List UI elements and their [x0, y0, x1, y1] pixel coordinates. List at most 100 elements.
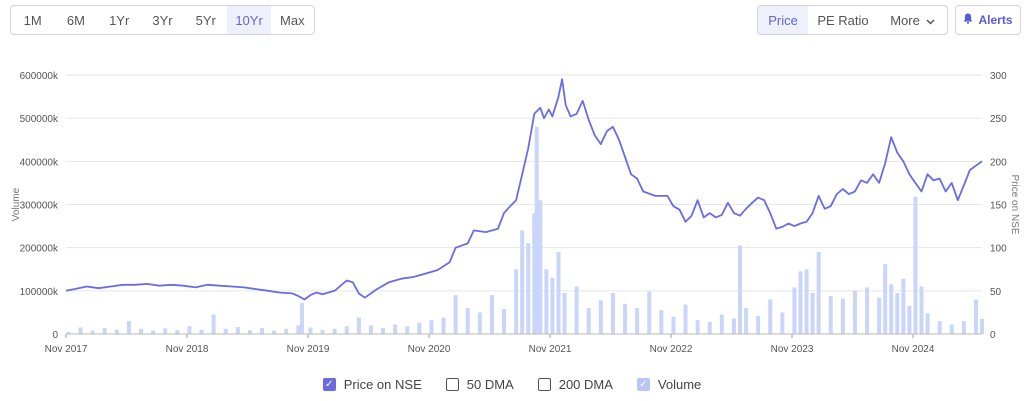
legend-label: 200 DMA [558, 376, 613, 392]
y-left-tick-label: 600000k [20, 71, 59, 82]
checkbox-unchecked-icon [537, 377, 551, 391]
bell-icon [963, 13, 973, 27]
volume-bar [368, 325, 373, 334]
volume-bar [441, 317, 446, 334]
volume-bar [502, 308, 507, 334]
volume-bar [284, 328, 289, 334]
volume-bar [272, 330, 277, 334]
volume-bar [623, 303, 628, 334]
chart-view-selector: Price PE Ratio More [757, 5, 948, 35]
volume-bar [901, 278, 906, 334]
range-button-10yr[interactable]: 10Yr [227, 6, 271, 34]
range-button-5yr[interactable]: 5Yr [195, 12, 216, 28]
volume-bar [320, 330, 325, 334]
volume-bar [852, 290, 857, 334]
range-button-1yr[interactable]: 1Yr [109, 12, 130, 28]
volume-bar [344, 326, 349, 334]
volume-bar [308, 327, 313, 334]
volume-bar [925, 313, 930, 334]
volume-bar [332, 328, 337, 334]
volume-bar [417, 322, 422, 334]
legend-price-on-nse[interactable]: ✓ Price on NSE [322, 374, 422, 394]
y-right-tick-label: 200 [990, 157, 1007, 168]
volume-bar [719, 314, 724, 334]
checkbox-checked-icon: ✓ [322, 377, 336, 391]
price-line [65, 78, 983, 301]
volume-bar [102, 327, 107, 334]
volume-bar [235, 327, 240, 334]
volume-bar [707, 321, 712, 334]
legend-50-dma[interactable]: 50 DMA [445, 374, 514, 394]
chevron-down-icon [926, 13, 935, 28]
y-right-tick-label: 250 [990, 114, 1007, 125]
x-tick-label: Nov 2019 [287, 344, 330, 355]
volume-bar [937, 321, 942, 334]
y-left-tick-label: 400000k [20, 157, 59, 168]
more-dropdown[interactable]: More [878, 6, 947, 34]
x-tick-label: Nov 2022 [650, 344, 693, 355]
price-volume-chart: 0 100000k 200000k 300000k 400000k 500000k 6000… [11, 71, 1020, 355]
x-tick-label: Nov 2020 [408, 344, 451, 355]
chart-legend: ✓ Price on NSE 50 DMA 200 DMA ✓ Volume [0, 374, 1024, 394]
volume-bar [139, 328, 144, 334]
volume-bar [562, 292, 567, 334]
volume-bar [949, 324, 954, 334]
checkbox-unchecked-icon [445, 377, 459, 391]
y-left-tick-label: 0 [52, 330, 58, 341]
range-button-1m[interactable]: 1M [23, 12, 42, 28]
volume-bar [816, 251, 821, 334]
x-tick-label: Nov 2018 [166, 344, 209, 355]
range-button-6m[interactable]: 6M [66, 12, 85, 28]
y-right-tick-label: 100 [990, 244, 1007, 255]
volume-bar [544, 269, 549, 334]
volume-bar [260, 327, 265, 334]
tab-pe-ratio[interactable]: PE Ratio [817, 12, 869, 28]
tab-price[interactable]: Price [758, 6, 808, 34]
volume-bar [465, 308, 470, 334]
checkbox-checked-icon: ✓ [636, 377, 650, 391]
volume-bar [532, 213, 537, 334]
volume-bar [980, 318, 984, 334]
alerts-button[interactable]: Alerts [955, 5, 1021, 35]
volume-bar [919, 286, 924, 334]
volume-bar [550, 277, 555, 334]
volume-bar [865, 287, 870, 334]
volume-bar [798, 271, 803, 334]
volume-bar [586, 308, 591, 334]
volume-bar [647, 291, 652, 334]
volume-bar [489, 295, 494, 334]
volume-bar [211, 314, 216, 334]
y-left-tick-label: 100000k [20, 287, 59, 298]
volume-bar [296, 325, 301, 334]
alerts-label: Alerts [978, 13, 1013, 27]
volume-bar [659, 310, 664, 334]
legend-volume[interactable]: ✓ Volume [636, 374, 701, 394]
legend-label: 50 DMA [466, 376, 514, 392]
volume-bar [114, 329, 119, 334]
volume-bar [356, 317, 361, 334]
y-left-tick-label: 500000k [20, 114, 59, 125]
volume-bar [895, 292, 900, 334]
volume-bar [429, 320, 434, 334]
volume-bar [731, 318, 736, 334]
volume-bar [556, 251, 561, 334]
volume-bar [883, 264, 888, 334]
volume-bar [828, 296, 833, 334]
volume-bar [163, 328, 168, 334]
volume-bar [780, 312, 785, 334]
volume-bar [574, 286, 579, 334]
volume-bar [78, 327, 83, 334]
x-tick-label: Nov 2024 [892, 344, 935, 355]
volume-bar [520, 230, 525, 334]
x-tick-label: Nov 2021 [529, 344, 572, 355]
y-right-tick-label: 300 [990, 71, 1007, 82]
range-button-3yr[interactable]: 3Yr [152, 12, 173, 28]
range-button-max[interactable]: Max [280, 12, 305, 28]
more-label: More [890, 12, 920, 28]
y-right-tick-label: 150 [990, 201, 1007, 212]
time-range-selector: 1M 6M 1Yr 3Yr 5Yr 10Yr Max [10, 5, 315, 35]
legend-200-dma[interactable]: 200 DMA [537, 374, 613, 394]
volume-bar [514, 269, 519, 334]
volume-bar [223, 328, 228, 334]
y-left-tick-label: 200000k [20, 244, 59, 255]
